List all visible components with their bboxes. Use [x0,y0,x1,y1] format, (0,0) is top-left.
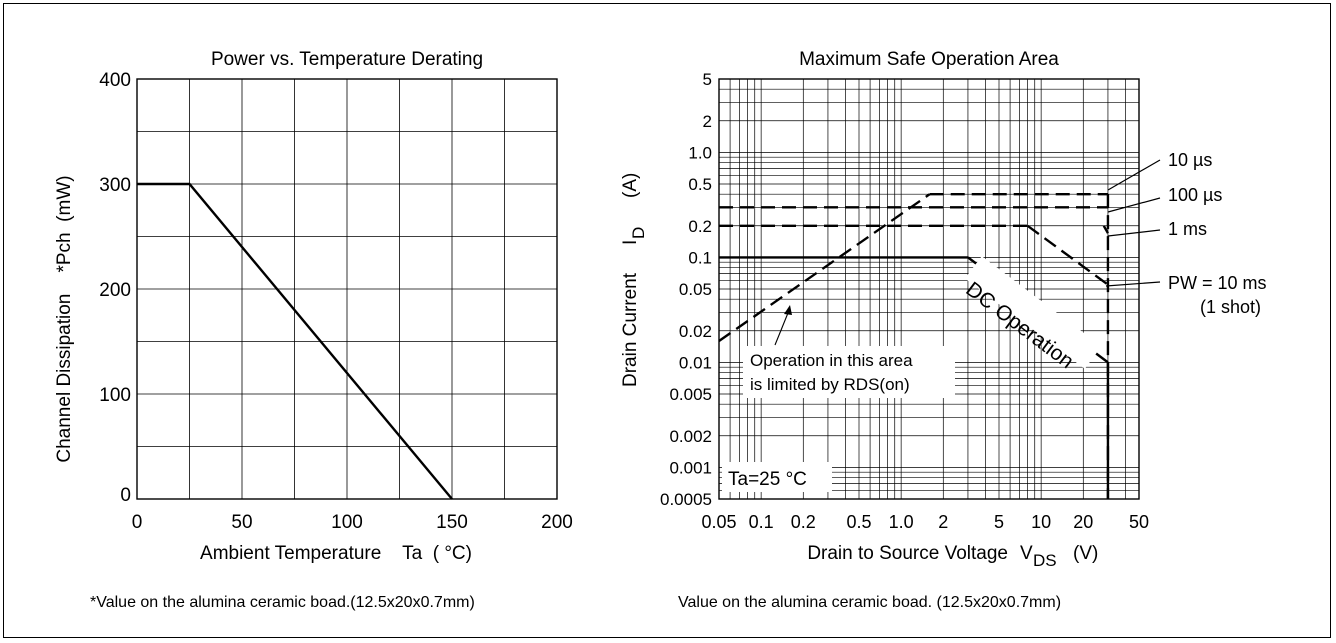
annotation-10ms: PW = 10 ms [1168,273,1267,293]
ta-label: Ta=25 °C [728,469,807,490]
y-tick-label: 0.005 [669,385,712,404]
x-tick-label: 10 [1031,512,1051,532]
derating-curve [137,182,453,500]
derating-x-axis-label: Ambient Temperature Ta ( °C) [200,543,472,564]
soa-y-axis-symbol: I [620,240,641,245]
soa-plot-frame [718,78,1140,500]
rds-note-line-2: is limited by RDS(on) [750,375,910,394]
x-tick-label: 150 [436,512,468,533]
derating-tick-labels: 0 50 100 150 200 0 100 200 300 400 [99,70,573,533]
annotation-1ms: 1 ms [1168,219,1207,239]
annotation-leader-1ms [1107,229,1161,237]
derating-grid [137,79,557,499]
soa-y-axis-subscript: D [629,227,648,239]
x-tick-label: 2 [938,512,948,532]
x-tick-label: 5 [994,512,1004,532]
derating-footnote: *Value on the alumina ceramic boad.(12.5… [90,594,475,611]
x-tick-label: 100 [331,512,363,533]
y-tick-label: 0.5 [688,175,712,194]
derating-title: Power vs. Temperature Derating [211,49,483,70]
x-tick-label: 0.05 [701,512,736,532]
dc-operation-backdrop [964,256,1102,369]
soa-footnote: Value on the alumina ceramic boad. (12.5… [678,594,1061,611]
figure-frame [3,3,1331,638]
x-tick-label: 200 [541,512,573,533]
soa-y-axis-label: Drain Current [620,272,641,387]
y-tick-label: 400 [99,70,131,91]
annotation-10us: 10 µs [1168,150,1212,170]
derating-y-axis-label: Channel Dissipation *Pch (mW) [54,175,75,462]
dc-limit-line [1102,225,1109,234]
y-tick-label: 0.002 [669,427,712,446]
y-tick-label: 0.001 [669,458,712,477]
y-tick-label: 0.05 [679,280,712,299]
pulse-limit-line [1026,224,1109,286]
soa-annotations: 10 µs 100 µs 1 ms PW = 10 ms (1 shot) DC… [722,150,1267,492]
soa-grid [719,79,1139,499]
x-tick-label: 20 [1073,512,1093,532]
pulse-limit-line [718,193,931,342]
soa-x-axis-label: Drain to Source Voltage [807,543,1008,564]
y-tick-label: 1.0 [688,143,712,162]
soa-x-axis-symbol: V [1020,543,1033,564]
x-tick-label: 50 [231,512,252,533]
annotation-leader-10ms [1105,281,1161,287]
x-tick-label: 0 [132,512,143,533]
y-tick-label: 5 [703,70,712,89]
y-tick-label: 0.2 [688,217,712,236]
y-tick-label: 0.02 [679,322,712,341]
y-tick-label: 0.0005 [660,490,712,509]
rds-note-line-1: Operation in this area [750,351,913,370]
soa-title: Maximum Safe Operation Area [799,49,1059,70]
y-tick-label: 100 [99,385,131,406]
soa-x-axis-subscript: DS [1033,551,1057,570]
soa-x-axis-unit: (V) [1073,543,1098,564]
x-tick-label: 0.1 [749,512,774,532]
y-tick-label: 0.01 [679,353,712,372]
soa-tick-labels: 0.05 0.1 0.2 0.5 1.0 2 5 10 20 50 0.0005 0.001 0.002… [660,70,1149,532]
ta-label-backdrop [722,462,832,492]
derating-plot-frame [136,78,558,500]
rds-note-backdrop [743,346,955,398]
y-tick-label: 0.1 [688,248,712,267]
annotation-100us: 100 µs [1168,185,1222,205]
x-tick-label: 1.0 [889,512,914,532]
x-tick-label: 0.2 [791,512,816,532]
y-tick-label: 300 [99,175,131,196]
y-tick-label: 200 [99,280,131,301]
y-tick-label: 0 [120,485,131,506]
x-tick-label: 50 [1129,512,1149,532]
soa-y-axis-unit: (A) [620,173,641,198]
annotation-leader-100us [1107,197,1161,213]
derating-series [137,182,453,500]
x-tick-label: 0.5 [846,512,871,532]
y-tick-label: 2 [703,112,712,131]
annotation-1shot: (1 shot) [1200,297,1261,317]
soa-y-axis-label-group: Drain Current I D (A) [620,173,648,387]
annotation-leader-10us [1107,159,1161,191]
rds-arrow-head [784,305,792,315]
